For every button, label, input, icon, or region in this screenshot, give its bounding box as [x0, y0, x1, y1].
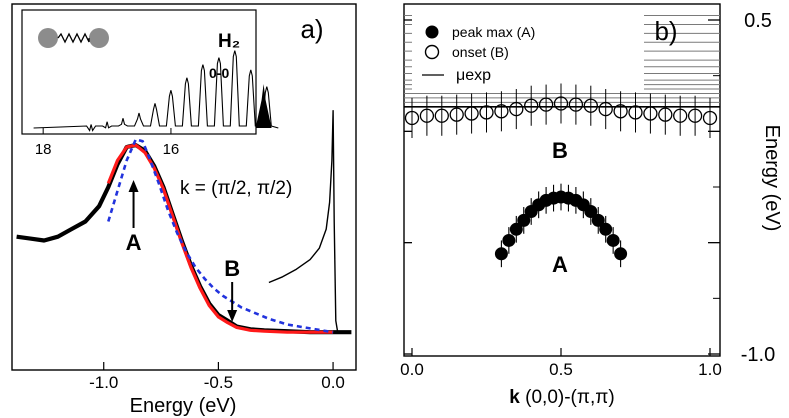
peak-max-point: [509, 222, 523, 236]
inset-x-tick-label: 18: [35, 141, 52, 158]
onset-point: [509, 101, 524, 117]
series-fit: [106, 143, 334, 334]
legend-background: [412, 10, 644, 90]
label-b: B: [552, 138, 568, 163]
x-tick-label: -1.0: [89, 373, 118, 392]
onset-point: [404, 110, 420, 126]
x-axis-label: k (0,0)-(π,π): [509, 387, 614, 408]
peak-max-point: [494, 247, 508, 261]
onset-point: [538, 97, 554, 112]
onset-point: [479, 105, 494, 120]
label-a: A: [552, 252, 568, 277]
inset-peak-0-0: [255, 84, 272, 128]
onset-point: [494, 104, 509, 119]
panel-b-dispersion: peak max (A) onset (B) μexp b) B A 0.0 0.5 1.0 k …: [400, 3, 783, 408]
legend-entry: onset (B): [452, 44, 509, 60]
y-axis-label: Energy (eV): [761, 125, 783, 232]
onset-point: [524, 98, 539, 113]
onset-point: [673, 108, 688, 123]
onset-point: [449, 107, 464, 122]
marker-b-label: B: [224, 256, 240, 281]
panel-a-energy-spectrum: -1.0 -0.5 0.0 Energy (eV) a) k = (π/2, π/2) A B…: [11, 3, 357, 417]
legend-open-circle-icon: [424, 44, 440, 60]
onset-point: [464, 106, 479, 121]
k-annotation: k = (π/2, π/2): [180, 178, 292, 199]
inset-x-tick-label: 16: [163, 141, 180, 158]
panel-label: b): [654, 16, 677, 46]
h2-atom-left-icon: [38, 28, 58, 48]
peak-max-point: [591, 213, 605, 227]
panel-b-frame: [403, 3, 721, 357]
peak-max-point: [584, 204, 598, 218]
series-dashed-model: [107, 138, 334, 334]
peak-max-point: [614, 247, 628, 261]
x-tick-label: -0.5: [204, 373, 233, 392]
peak-max-point: [517, 213, 531, 227]
peak-max-point: [502, 233, 516, 247]
legend-entry: μexp: [456, 67, 491, 84]
onset-point: [553, 96, 569, 111]
x-tick-label: 1.0: [698, 360, 722, 379]
onset-point: [434, 108, 449, 123]
series-data: [16, 143, 352, 335]
legend-filled-circle-icon: [425, 25, 439, 39]
x-axis-label: Energy (eV): [130, 395, 237, 417]
onset-point: [687, 108, 703, 123]
y-tick-label: -1.0: [741, 344, 775, 366]
series-reference: [268, 110, 339, 333]
onset-point: [613, 104, 628, 119]
marker-a-arrowhead: [128, 180, 139, 192]
inset-peak-label: 0-0: [209, 65, 229, 81]
marker-b-arrowhead: [227, 310, 238, 322]
panel-a-frame: [11, 3, 357, 371]
panel-label: a): [300, 14, 323, 44]
inset-spectrum: [33, 50, 279, 132]
peak-max-point: [599, 222, 613, 236]
x-tick-label: 0.0: [321, 373, 345, 392]
legend-entry: peak max (A): [452, 24, 535, 40]
onset-point: [643, 106, 658, 121]
onset-point: [658, 107, 673, 122]
marker-a-label: A: [126, 230, 142, 255]
onset-point: [628, 105, 643, 120]
y-tick-label: 0.5: [744, 10, 772, 32]
onset-point: [598, 101, 613, 117]
x-tick-label: 0.5: [549, 360, 573, 379]
x-tick-label: 0.0: [400, 360, 424, 379]
onset-point: [702, 110, 718, 126]
onset-point: [568, 97, 584, 112]
onset-point: [583, 98, 598, 113]
h2-spring-icon: [57, 32, 90, 44]
h2-atom-right-icon: [89, 28, 109, 48]
peak-max-point: [606, 233, 620, 247]
onset-point: [419, 108, 435, 123]
inset-title: H₂: [218, 31, 240, 52]
